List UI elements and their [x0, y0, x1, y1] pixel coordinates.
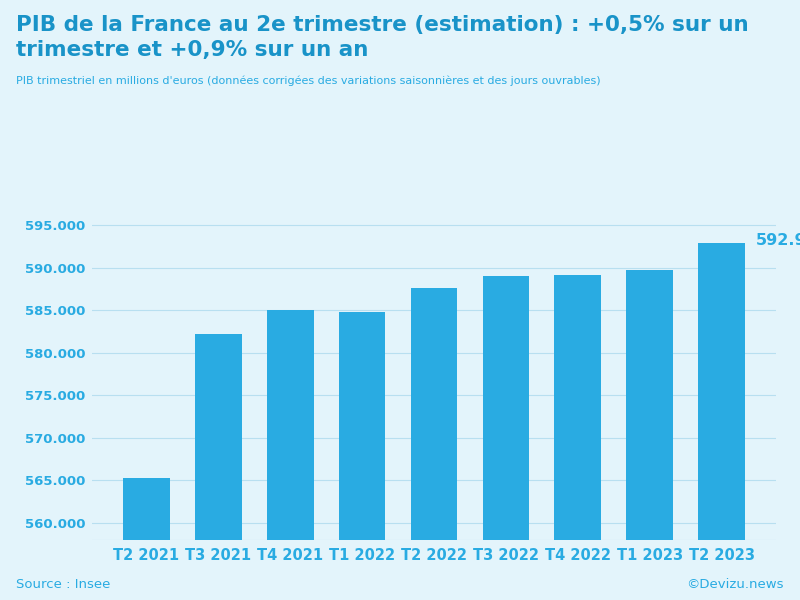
Text: trimestre et +0,9% sur un an: trimestre et +0,9% sur un an [16, 40, 368, 60]
Text: ©Devizu.news: ©Devizu.news [686, 578, 784, 591]
Bar [482, 277, 530, 600]
Text: PIB de la France au 2e trimestre (estimation) : +0,5% sur un: PIB de la France au 2e trimestre (estima… [16, 15, 749, 35]
Bar [626, 271, 673, 600]
Text: Source : Insee: Source : Insee [16, 578, 110, 591]
Text: 592.964: 592.964 [756, 233, 800, 248]
Bar [267, 310, 314, 600]
Bar [698, 242, 745, 600]
Bar [195, 334, 242, 600]
Bar [554, 275, 601, 600]
Text: PIB trimestriel en millions d'euros (données corrigées des variations saisonnièr: PIB trimestriel en millions d'euros (don… [16, 75, 601, 85]
Bar [338, 312, 386, 600]
Bar [410, 288, 458, 600]
Bar [123, 478, 170, 600]
